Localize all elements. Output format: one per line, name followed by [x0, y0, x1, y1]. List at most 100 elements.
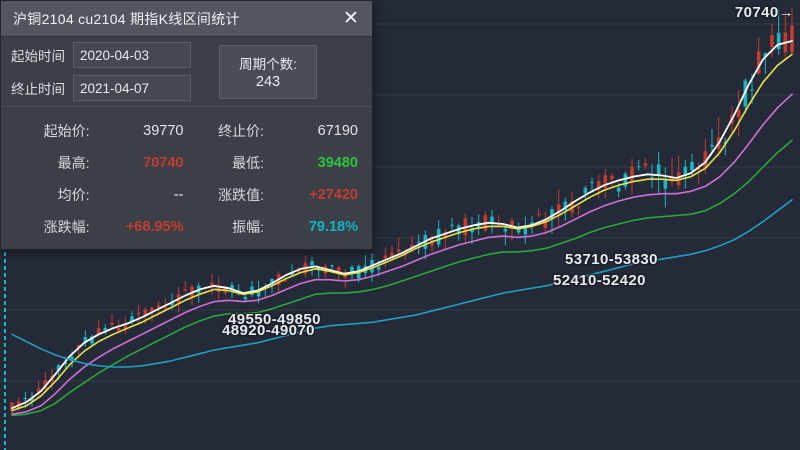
candle-body	[416, 241, 421, 243]
candle-body	[270, 278, 274, 285]
candle-body	[470, 228, 474, 233]
stat-value: 39480	[317, 155, 358, 171]
candle-body	[450, 224, 454, 227]
candle-body	[10, 402, 14, 411]
candle-body	[56, 364, 61, 371]
stat-row: 均价: -- 涨跌值: +27420	[9, 182, 358, 209]
candle-body	[616, 187, 621, 192]
stat-cell: 起始价: 39770	[9, 121, 184, 141]
period-count-box: 周期个数: 243	[219, 44, 317, 99]
ma-line-magenta	[11, 93, 793, 416]
candle-body	[676, 172, 681, 185]
candle-body	[343, 273, 348, 278]
upper-band-high-label: 53710-53830	[565, 251, 658, 268]
candle-body	[623, 173, 628, 187]
stat-cell: 振幅: 79.18%	[184, 217, 358, 237]
end-time-row: 终止时间 2021-04-07	[11, 75, 191, 101]
candle-body	[383, 255, 388, 259]
candle-body	[590, 182, 594, 184]
stat-value: 39770	[143, 123, 184, 139]
stat-value: +27420	[309, 187, 358, 203]
stat-value: +68.95%	[125, 219, 184, 235]
candle-body	[690, 161, 694, 171]
candle-body	[290, 272, 294, 275]
candle-body	[523, 226, 528, 235]
candle-body	[283, 280, 288, 282]
candle-body	[536, 213, 541, 215]
stat-value: 70740	[143, 155, 184, 171]
ma-line-white	[11, 40, 793, 410]
candle-body	[503, 229, 508, 232]
stat-label: 终止价:	[218, 123, 264, 139]
start-time-input[interactable]: 2020-04-03	[73, 42, 191, 68]
candle-body	[163, 307, 168, 309]
candle-body	[43, 380, 48, 389]
ma-line-cyan	[11, 199, 793, 368]
kline-range-statistics-dialog[interactable]: 沪铜2104 cu2104 期指K线区间统计 ✕ 起始时间 2020-04-03…	[0, 0, 373, 250]
candle-body	[630, 166, 634, 183]
stat-cell: 涨跌值: +27420	[184, 185, 358, 205]
upper-band-low-label: 52410-52420	[553, 272, 646, 289]
candle-body	[256, 290, 261, 297]
candle-body	[30, 398, 34, 401]
candle-body	[516, 227, 521, 233]
stat-value: 79.18%	[308, 219, 358, 235]
ma-line-green	[11, 139, 793, 417]
close-icon[interactable]: ✕	[343, 8, 359, 29]
stat-row: 最高: 70740 最低: 39480	[9, 150, 358, 177]
candle-body	[230, 285, 234, 289]
candle-body	[510, 220, 514, 228]
candle-body	[443, 231, 448, 239]
candle-body	[36, 388, 41, 393]
candle-body	[143, 309, 148, 316]
stat-value: --	[173, 187, 184, 203]
candle-body	[150, 307, 154, 313]
candle-body	[750, 89, 754, 91]
candle-body	[376, 267, 381, 270]
candle-body	[156, 305, 161, 308]
stat-label: 起始价:	[43, 123, 90, 139]
candle-body	[396, 249, 401, 252]
candle-body	[663, 180, 668, 189]
ma-line-yellow	[11, 53, 793, 412]
stat-value: 67190	[317, 123, 358, 139]
statistics-grid: 起始价: 39770 终止价: 67190 最高: 70740 最低: 39480 均价: -- 涨…	[1, 107, 372, 249]
candle-body	[563, 201, 568, 210]
candle-body	[23, 397, 28, 399]
dialog-titlebar[interactable]: 沪铜2104 cu2104 期指K线区间统计 ✕	[1, 1, 372, 37]
candle-body	[130, 316, 134, 322]
candle-body	[63, 362, 68, 365]
candle-body	[636, 166, 641, 168]
date-range-section: 起始时间 2020-04-03 终止时间 2021-04-07 周期个数: 24…	[1, 37, 372, 107]
candle-body	[76, 344, 81, 349]
candle-body	[603, 175, 608, 189]
candle-body	[790, 25, 794, 53]
stat-label: 均价:	[57, 187, 90, 203]
candle-body	[736, 109, 741, 118]
candle-body	[696, 167, 701, 170]
candle-body	[330, 265, 334, 267]
candle-body	[556, 204, 561, 214]
candle-body	[410, 245, 414, 249]
stat-cell: 终止价: 67190	[184, 121, 358, 141]
period-count-label: 周期个数:	[239, 57, 297, 72]
candle-body	[90, 336, 94, 344]
candle-body	[710, 144, 714, 147]
candle-body	[776, 32, 781, 50]
last-price-tag: 70740→	[734, 4, 794, 21]
candle-body	[110, 322, 114, 325]
candle-body	[643, 163, 648, 166]
stat-row: 起始价: 39770 终止价: 67190	[9, 118, 358, 145]
candle-body	[170, 302, 174, 305]
candle-body	[336, 267, 341, 274]
end-time-input[interactable]: 2021-04-07	[73, 75, 191, 101]
candle-body	[703, 151, 708, 168]
candle-body	[210, 282, 214, 288]
candle-body	[543, 219, 548, 229]
stat-cell: 均价: --	[9, 185, 184, 205]
start-time-row: 起始时间 2020-04-03	[11, 42, 191, 68]
stat-row: 涨跌幅: +68.95% 振幅: 79.18%	[9, 214, 358, 241]
candle-body	[103, 327, 108, 333]
stat-cell: 涨跌幅: +68.95%	[9, 217, 184, 237]
candle-body	[756, 51, 761, 74]
